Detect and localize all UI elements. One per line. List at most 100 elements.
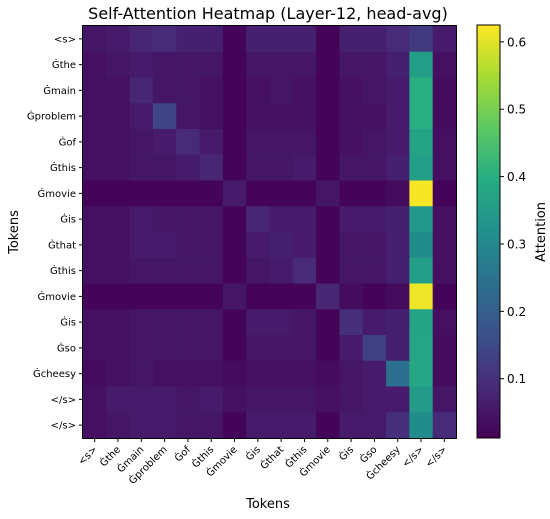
heatmap-cell [386, 232, 410, 259]
heatmap-cell [386, 360, 410, 388]
heatmap-cell [362, 51, 387, 79]
heatmap-cell [129, 51, 154, 79]
heatmap-cell [269, 386, 294, 413]
heatmap-cell [83, 386, 107, 413]
heatmap-cell [292, 51, 317, 79]
heatmap-cell [83, 129, 107, 156]
heatmap-cell [152, 206, 177, 233]
heatmap-cell [222, 206, 247, 233]
heatmap-cell [432, 180, 457, 207]
heatmap-cell [409, 129, 434, 156]
heatmap-cell [432, 360, 457, 388]
plot-frame [82, 25, 457, 439]
heatmap-cell [152, 283, 177, 310]
heatmap-cell [222, 232, 247, 259]
heatmap-cell [409, 103, 434, 130]
heatmap-cell [222, 77, 247, 104]
heatmap-cell [176, 77, 201, 104]
heatmap-cell [292, 26, 317, 53]
heatmap-cell [409, 206, 434, 233]
heatmap-cell [176, 232, 201, 259]
heatmap-cell [432, 206, 457, 233]
heatmap-cell [386, 257, 410, 285]
heatmap-cell [129, 232, 154, 259]
colorbar-tick-label: 0.1 [507, 372, 526, 386]
heatmap-cell [222, 335, 247, 362]
heatmap-cell [409, 360, 434, 388]
x-tick-label: Ġis [243, 443, 263, 463]
heatmap-cell [106, 412, 131, 439]
heatmap-cell [129, 412, 154, 439]
heatmap-cell [269, 51, 294, 79]
heatmap-cell [269, 129, 294, 156]
heatmap-cell [269, 283, 294, 310]
heatmap-cell [432, 51, 457, 79]
colorbar-tick-label: 0.6 [507, 35, 526, 49]
heatmap-cell [106, 309, 131, 336]
heatmap-cell [339, 51, 364, 79]
heatmap-cell [152, 77, 177, 104]
heatmap-cell [269, 257, 294, 285]
heatmap-cell [129, 360, 154, 388]
heatmap-cell [432, 386, 457, 413]
heatmap-cell [106, 26, 131, 53]
y-tick-label: Ġof [59, 135, 77, 148]
heatmap-cell [269, 180, 294, 207]
heatmap-cell [292, 180, 317, 207]
heatmap-cell [129, 129, 154, 156]
y-tick-label: </s> [51, 421, 76, 432]
heatmap-cell [292, 412, 317, 439]
heatmap-cell [199, 257, 224, 285]
heatmap-cell [292, 309, 317, 336]
y-tick-label: Ġthis [50, 161, 76, 174]
heatmap-cell [316, 103, 341, 130]
heatmap-cell [362, 206, 387, 233]
heatmap-cell [83, 283, 107, 310]
y-tick-label: Ġis [60, 316, 76, 329]
heatmap-cell [222, 360, 247, 388]
heatmap-cell [339, 206, 364, 233]
heatmap-cell [176, 206, 201, 233]
heatmap-cell [362, 232, 387, 259]
heatmap-cell [199, 412, 224, 439]
chart-title: Self-Attention Heatmap (Layer-12, head-a… [88, 4, 448, 23]
heatmap-cell [176, 412, 201, 439]
heatmap-cell [316, 180, 341, 207]
heatmap-cell [199, 180, 224, 207]
heatmap-cell [386, 412, 410, 439]
heatmap-cell [292, 232, 317, 259]
heatmap-cell [339, 129, 364, 156]
heatmap-cell [222, 283, 247, 310]
heatmap-cell [106, 335, 131, 362]
heatmap-cell [362, 103, 387, 130]
heatmap-cell [129, 257, 154, 285]
heatmap-cell [292, 335, 317, 362]
heatmap-cell [386, 51, 410, 79]
heatmap-cell [246, 309, 271, 336]
heatmap-cell [199, 283, 224, 310]
heatmap-cell [246, 180, 271, 207]
heatmap-cell [83, 335, 107, 362]
heatmap-cell [269, 232, 294, 259]
heatmap-cell [409, 412, 434, 439]
heatmap-cell [292, 154, 317, 182]
heatmap-cell [432, 129, 457, 156]
heatmap-cell [129, 206, 154, 233]
heatmap-cell [316, 129, 341, 156]
heatmap-cell [83, 206, 107, 233]
heatmap-cell [339, 103, 364, 130]
heatmap-cell [362, 335, 387, 362]
y-tick-label: Ġis [60, 213, 76, 226]
heatmap-cell [386, 26, 410, 53]
heatmap-cell [269, 309, 294, 336]
heatmap-cell [246, 26, 271, 53]
heatmap-cell [316, 386, 341, 413]
heatmap-cell [106, 103, 131, 130]
heatmap-cell [106, 283, 131, 310]
heatmap-cell [362, 129, 387, 156]
heatmap-cell [199, 309, 224, 336]
heatmap-cell [362, 257, 387, 285]
heatmap-cell [152, 386, 177, 413]
y-tick-label: Ġthat [48, 238, 76, 251]
